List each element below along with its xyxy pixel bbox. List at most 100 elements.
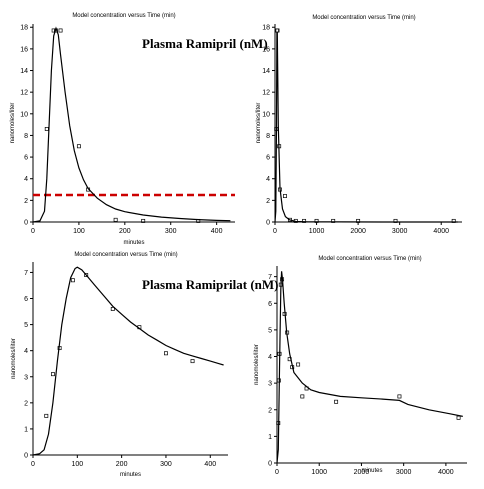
y-axis-label: nanomoles/liter <box>11 338 17 379</box>
model-curve <box>32 266 224 456</box>
y-tick-label: 2 <box>24 400 28 407</box>
x-tick-label: 0 <box>275 469 279 476</box>
observed-point <box>290 365 295 370</box>
y-axis-label: nanomoles/liter <box>254 344 260 385</box>
heading-ramiprilat: Plasma Ramiprilat (nM) <box>142 277 278 292</box>
observed-point <box>70 278 75 283</box>
chart-ramipril-short: Model concentration versus Time (min) min… <box>10 13 235 246</box>
x-tick-label: 0 <box>273 228 277 235</box>
y-tick-label: 6 <box>268 301 272 308</box>
x-tick-label: 2000 <box>350 228 366 235</box>
y-axis-label: nanomoles/liter <box>256 103 262 144</box>
y-tick-label: 10 <box>20 111 28 118</box>
x-tick-label: 3000 <box>396 469 412 476</box>
y-tick-label: 3 <box>268 381 272 388</box>
y-tick-label: 12 <box>20 90 28 97</box>
observed-point <box>287 357 292 362</box>
observed-point <box>278 187 282 192</box>
chart-title: Model concentration versus Time (min) <box>72 13 175 19</box>
y-tick-label: 14 <box>20 68 28 75</box>
x-tick-label: 2000 <box>354 469 370 476</box>
y-tick-label: 7 <box>268 274 272 281</box>
observed-point <box>331 218 336 223</box>
observed-point <box>141 218 146 223</box>
y-tick-label: 10 <box>262 111 270 118</box>
observed-point <box>393 218 398 223</box>
x-axis-label: minutes <box>120 472 141 478</box>
observed-point <box>283 194 287 198</box>
x-tick-label: 4000 <box>438 469 454 476</box>
y-tick-label: 18 <box>20 25 28 32</box>
model-curve <box>276 271 463 464</box>
y-tick-label: 0 <box>266 220 270 227</box>
observed-point <box>51 28 56 33</box>
observed-point <box>280 277 285 282</box>
x-tick-label: 200 <box>119 228 131 235</box>
observed-point <box>58 28 63 33</box>
x-tick-label: 300 <box>160 461 172 468</box>
y-tick-label: 12 <box>262 90 270 97</box>
x-tick-label: 400 <box>204 461 216 468</box>
y-tick-label: 0 <box>268 461 272 468</box>
observed-point <box>277 351 282 356</box>
y-tick-label: 1 <box>268 434 272 441</box>
observed-point <box>451 218 456 223</box>
x-tick-label: 4000 <box>433 228 449 235</box>
x-tick-label: 3000 <box>392 228 408 235</box>
observed-point <box>302 218 307 223</box>
chart-ramiprilat-short: Model concentration versus Time (min) min… <box>11 252 228 478</box>
observed-point <box>278 282 283 287</box>
observed-point <box>456 415 461 420</box>
x-tick-label: 100 <box>71 461 83 468</box>
y-tick-label: 5 <box>24 322 28 329</box>
observed-point <box>86 187 91 192</box>
observed-point <box>44 413 49 418</box>
heading-ramipril: Plasma Ramipril (nM) <box>142 36 268 51</box>
y-tick-label: 6 <box>24 296 28 303</box>
observed-point <box>288 217 292 222</box>
observed-point <box>54 28 58 33</box>
observed-point <box>164 351 168 356</box>
y-tick-label: 2 <box>24 198 28 205</box>
y-tick-label: 0 <box>24 220 28 227</box>
observed-point <box>300 394 305 399</box>
x-axis-label: minutes <box>361 468 382 474</box>
y-tick-label: 16 <box>262 46 270 53</box>
y-tick-label: 18 <box>262 25 270 32</box>
observed-point <box>285 330 290 335</box>
y-tick-label: 6 <box>266 155 270 162</box>
observed-point <box>314 218 319 223</box>
x-tick-label: 0 <box>31 228 35 235</box>
chart-title: Model concentration versus Time (min) <box>74 252 177 258</box>
observed-point <box>356 218 361 223</box>
observed-point <box>276 421 281 426</box>
y-tick-label: 4 <box>24 348 28 355</box>
y-tick-label: 14 <box>262 68 270 75</box>
y-tick-label: 8 <box>24 133 28 140</box>
observed-point <box>84 273 89 277</box>
y-tick-label: 2 <box>266 198 270 205</box>
y-tick-label: 5 <box>268 327 272 334</box>
observed-point <box>113 217 118 222</box>
observed-point <box>110 306 115 311</box>
x-axis-label: minutes <box>123 240 144 246</box>
observed-point <box>296 362 301 367</box>
x-tick-label: 0 <box>31 461 35 468</box>
observed-point <box>282 311 287 316</box>
x-tick-label: 400 <box>211 228 223 235</box>
observed-point <box>50 372 55 377</box>
x-tick-label: 1000 <box>309 228 325 235</box>
observed-point <box>275 28 280 33</box>
x-tick-label: 100 <box>73 228 85 235</box>
chart-ramiprilat-long: Model concentration versus Time (min) min… <box>254 256 467 476</box>
observed-point <box>44 127 49 131</box>
y-tick-label: 4 <box>268 354 272 361</box>
y-tick-label: 2 <box>268 407 272 414</box>
observed-point <box>190 359 195 364</box>
y-tick-label: 8 <box>266 133 270 140</box>
x-tick-label: 1000 <box>311 469 327 476</box>
observed-point <box>334 399 339 404</box>
y-tick-label: 4 <box>266 176 270 183</box>
observed-point <box>76 144 81 149</box>
